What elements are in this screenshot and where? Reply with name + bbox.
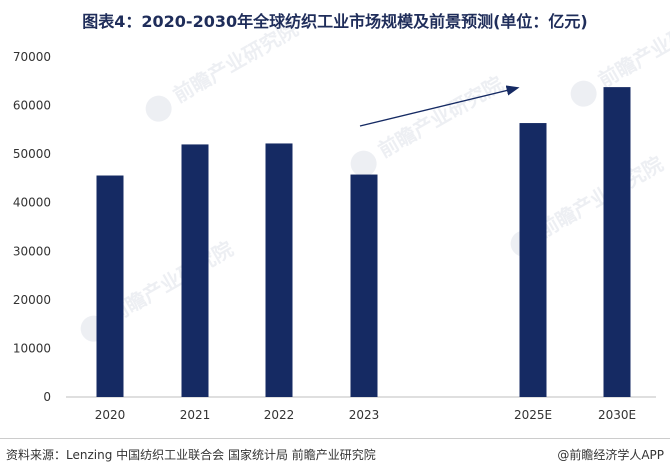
x-tick-label: 2023 xyxy=(349,408,380,422)
bar-2022 xyxy=(265,143,293,397)
y-tick-label: 20000 xyxy=(13,293,51,307)
y-tick-label: 70000 xyxy=(13,50,51,64)
y-tick-label: 10000 xyxy=(13,341,51,355)
y-tick-label: 30000 xyxy=(13,244,51,258)
footer-divider xyxy=(0,438,670,439)
y-tick-label: 60000 xyxy=(13,99,51,113)
trend-arrow xyxy=(359,85,520,127)
svg-text:前瞻产业研究院: 前瞻产业研究院 xyxy=(169,17,302,108)
x-tick-label: 2022 xyxy=(264,408,295,422)
bar-2020 xyxy=(96,175,124,397)
bar-2023 xyxy=(350,174,378,397)
bar-2030E xyxy=(603,87,631,397)
footer-source: 资料来源：Lenzing 中国纺织工业联合会 国家统计局 前瞻产业研究院 xyxy=(6,448,376,462)
bar-series xyxy=(96,87,631,398)
y-tick-label: 0 xyxy=(43,390,51,404)
y-tick-label: 40000 xyxy=(13,196,51,210)
bar-2021 xyxy=(181,144,209,397)
svg-text:前瞻产业研究院: 前瞻产业研究院 xyxy=(104,237,237,328)
watermark: 前瞻产业研究院 xyxy=(350,72,507,177)
y-tick-labels: 0 10000 20000 30000 40000 50000 60000 70000 xyxy=(13,50,51,404)
svg-text:前瞻产业研究院: 前瞻产业研究院 xyxy=(594,2,670,93)
svg-text:前瞻产业研究院: 前瞻产业研究院 xyxy=(534,152,667,243)
watermark: 前瞻产业研究院 xyxy=(145,17,302,122)
x-tick-label: 2021 xyxy=(180,408,211,422)
x-tick-label: 2030E xyxy=(598,408,636,422)
footer-brand: @前瞻经济学人APP xyxy=(557,448,664,462)
bar-2025E xyxy=(519,123,547,398)
x-tick-label: 2025E xyxy=(514,408,552,422)
svg-text:前瞻产业研究院: 前瞻产业研究院 xyxy=(374,72,507,163)
chart-title: 图表4：2020-2030年全球纺织工业市场规模及前景预测(单位：亿元) xyxy=(82,12,588,31)
annotation-group xyxy=(359,85,520,127)
x-tick-labels: 2020 2021 2022 2023 2025E 2030E xyxy=(95,408,636,422)
x-tick-label: 2020 xyxy=(95,408,126,422)
y-tick-label: 50000 xyxy=(13,147,51,161)
